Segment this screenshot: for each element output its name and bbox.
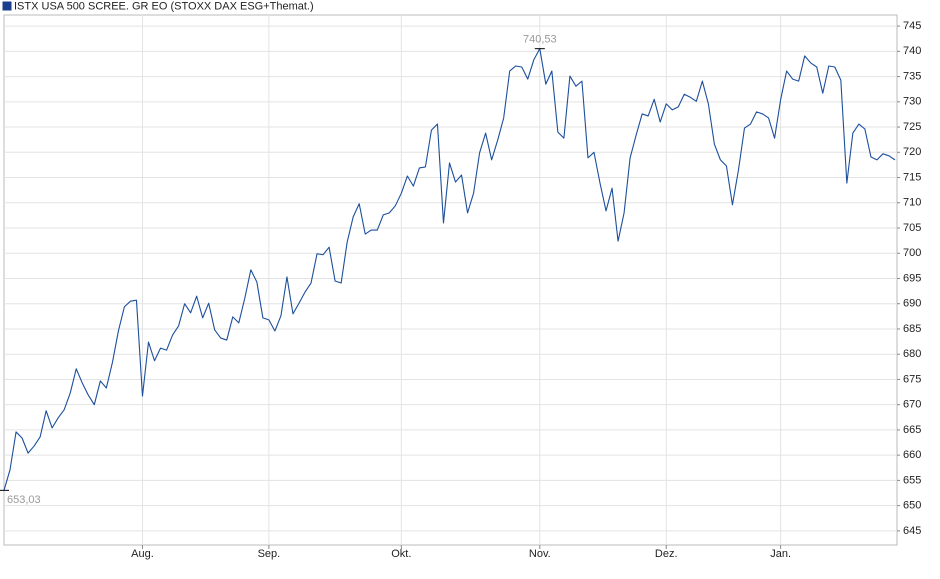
y-tick-label: 660 [903, 449, 921, 461]
y-tick-label: 725 [903, 121, 921, 133]
x-tick-label: Nov. [529, 548, 551, 560]
value-label: 740,53 [523, 34, 557, 46]
y-tick-label: 710 [903, 197, 921, 209]
y-tick-label: 740 [903, 45, 921, 57]
y-tick-label: 645 [903, 525, 921, 537]
y-tick-label: 720 [903, 146, 921, 158]
value-label: 653,03 [7, 494, 41, 506]
y-tick-label: 700 [903, 247, 921, 259]
x-tick-label: Okt. [391, 548, 411, 560]
y-tick-label: 665 [903, 424, 921, 436]
y-tick-label: 680 [903, 348, 921, 360]
legend-label: ISTX USA 500 SCREE. GR EO (STOXX DAX ESG… [14, 0, 314, 12]
y-tick-label: 675 [903, 373, 921, 385]
y-tick-label: 670 [903, 399, 921, 411]
grid [4, 15, 900, 549]
y-tick-label: 735 [903, 70, 921, 82]
x-tick-label: Aug. [131, 548, 154, 560]
legend-swatch [2, 1, 12, 11]
y-tick-label: 705 [903, 222, 921, 234]
x-tick-label: Jan. [770, 548, 791, 560]
line [3, 48, 896, 491]
x-tick-label: Sep. [258, 548, 281, 560]
y-tick-label: 730 [903, 96, 921, 108]
y-tick-label: 690 [903, 298, 921, 310]
y-tick-label: 695 [903, 272, 921, 284]
y-tick-label: 745 [903, 20, 921, 32]
plot-area [3, 14, 898, 546]
marks [0, 48, 896, 491]
y-tick-label: 650 [903, 500, 921, 512]
x-tick-label: Dez. [655, 548, 678, 560]
y-tick-label: 715 [903, 171, 921, 183]
y-tick-label: 655 [903, 474, 921, 486]
y-tick-label: 685 [903, 323, 921, 335]
